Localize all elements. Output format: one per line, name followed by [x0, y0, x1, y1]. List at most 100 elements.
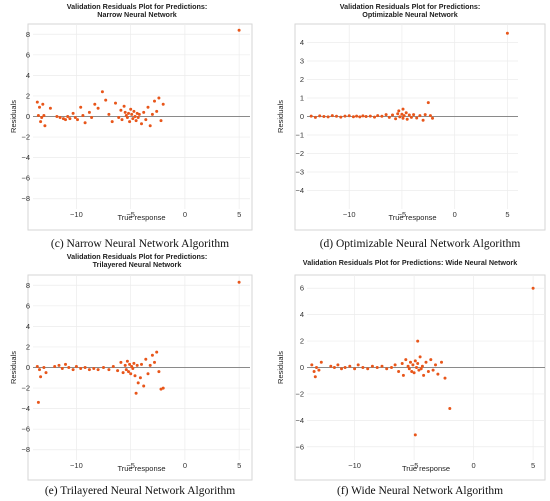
x-tick-label: 0 — [472, 461, 476, 470]
y-tick-label: 6 — [26, 301, 30, 310]
plot-frame — [294, 23, 546, 231]
residual-point — [136, 381, 140, 385]
residual-point — [132, 109, 136, 113]
residual-point — [36, 400, 40, 404]
residual-point — [358, 115, 362, 119]
residual-point — [81, 114, 85, 117]
x-tick-label: 5 — [505, 210, 509, 219]
residual-point — [434, 363, 437, 367]
residual-point — [418, 114, 422, 118]
residual-point — [79, 105, 83, 109]
residual-point — [318, 114, 322, 118]
residual-point — [43, 124, 47, 128]
residual-point — [137, 112, 141, 116]
figure-caption: (c) Narrow Neural Network Algorithm — [51, 238, 229, 250]
residual-point — [55, 115, 59, 118]
residual-point — [426, 101, 430, 105]
residual-point — [404, 358, 408, 362]
residual-point — [133, 374, 137, 378]
residual-point — [326, 115, 330, 119]
residual-point — [400, 362, 404, 365]
plot-frame — [294, 274, 546, 481]
x-tick-label: −10 — [348, 461, 361, 470]
residual-point — [64, 362, 67, 366]
residual-point — [409, 360, 412, 364]
residual-point — [134, 391, 138, 395]
residual-point — [361, 114, 365, 118]
residual-point — [402, 114, 406, 118]
residual-point — [146, 372, 150, 376]
figure-caption: (e) Trilayered Neural Network Algorithm — [45, 485, 235, 497]
residual-point — [64, 118, 67, 122]
residual-point — [424, 360, 428, 364]
y-axis-label: Residuals — [276, 351, 285, 384]
residual-point — [87, 110, 91, 114]
residual-point — [102, 366, 105, 369]
y-tick-label: −2 — [21, 133, 30, 142]
residual-point — [329, 364, 333, 368]
residual-point — [411, 363, 415, 367]
residual-point — [131, 367, 135, 370]
residual-point — [393, 363, 397, 367]
x-axis-label: True response — [388, 213, 436, 222]
residual-point — [138, 376, 142, 380]
residual-point — [317, 368, 321, 372]
residual-point — [401, 373, 405, 377]
residual-point — [73, 116, 77, 119]
residual-point — [114, 101, 117, 105]
residual-point — [418, 355, 422, 359]
residual-point — [92, 367, 96, 370]
y-tick-label: −8 — [21, 194, 30, 203]
residual-point — [404, 111, 408, 115]
y-tick-label: 0 — [300, 363, 304, 372]
x-tick-label: −10 — [343, 210, 356, 219]
residual-point — [68, 117, 72, 121]
residual-point — [71, 111, 75, 115]
y-tick-label: 0 — [26, 112, 30, 121]
y-tick-label: −8 — [21, 445, 30, 454]
x-axis-label: True response — [117, 464, 165, 473]
residual-point — [380, 114, 384, 118]
residual-point — [161, 102, 165, 106]
x-tick-label: −5 — [398, 210, 407, 219]
residual-point — [39, 375, 43, 379]
residual-point — [155, 109, 159, 113]
y-axis-label: Residuals — [276, 100, 285, 133]
y-tick-label: 4 — [300, 310, 304, 319]
figure-caption: (f) Wide Neural Network Algorithm — [337, 485, 503, 497]
residual-point — [38, 368, 41, 372]
residual-point — [83, 366, 87, 369]
residual-point — [153, 360, 156, 364]
residual-point — [128, 120, 132, 124]
residual-point — [121, 371, 125, 375]
y-tick-label: 2 — [300, 75, 304, 84]
residual-point — [322, 115, 326, 118]
residual-point — [40, 116, 44, 119]
residual-point — [429, 358, 433, 362]
residual-point — [422, 373, 426, 377]
residual-point — [107, 368, 111, 372]
residual-point — [125, 116, 129, 119]
y-tick-label: 0 — [26, 363, 30, 372]
residual-point — [142, 384, 146, 388]
residual-point — [416, 362, 420, 365]
residual-point — [431, 116, 434, 120]
residual-point — [397, 370, 401, 373]
residual-point — [83, 121, 87, 125]
residual-point — [35, 100, 39, 104]
residual-point — [87, 368, 91, 372]
residual-point — [400, 112, 404, 116]
residual-point — [111, 365, 115, 368]
residual-point — [330, 114, 334, 118]
chart-title-line: Validation Residuals Plot for Prediction… — [340, 2, 481, 11]
residual-point — [157, 96, 161, 100]
residual-point — [407, 367, 411, 371]
residual-point — [401, 116, 405, 120]
residual-point — [93, 102, 97, 106]
y-tick-label: −4 — [295, 416, 304, 425]
y-tick-label: 3 — [300, 57, 304, 66]
residual-point — [315, 366, 318, 369]
residual-point — [79, 367, 83, 370]
